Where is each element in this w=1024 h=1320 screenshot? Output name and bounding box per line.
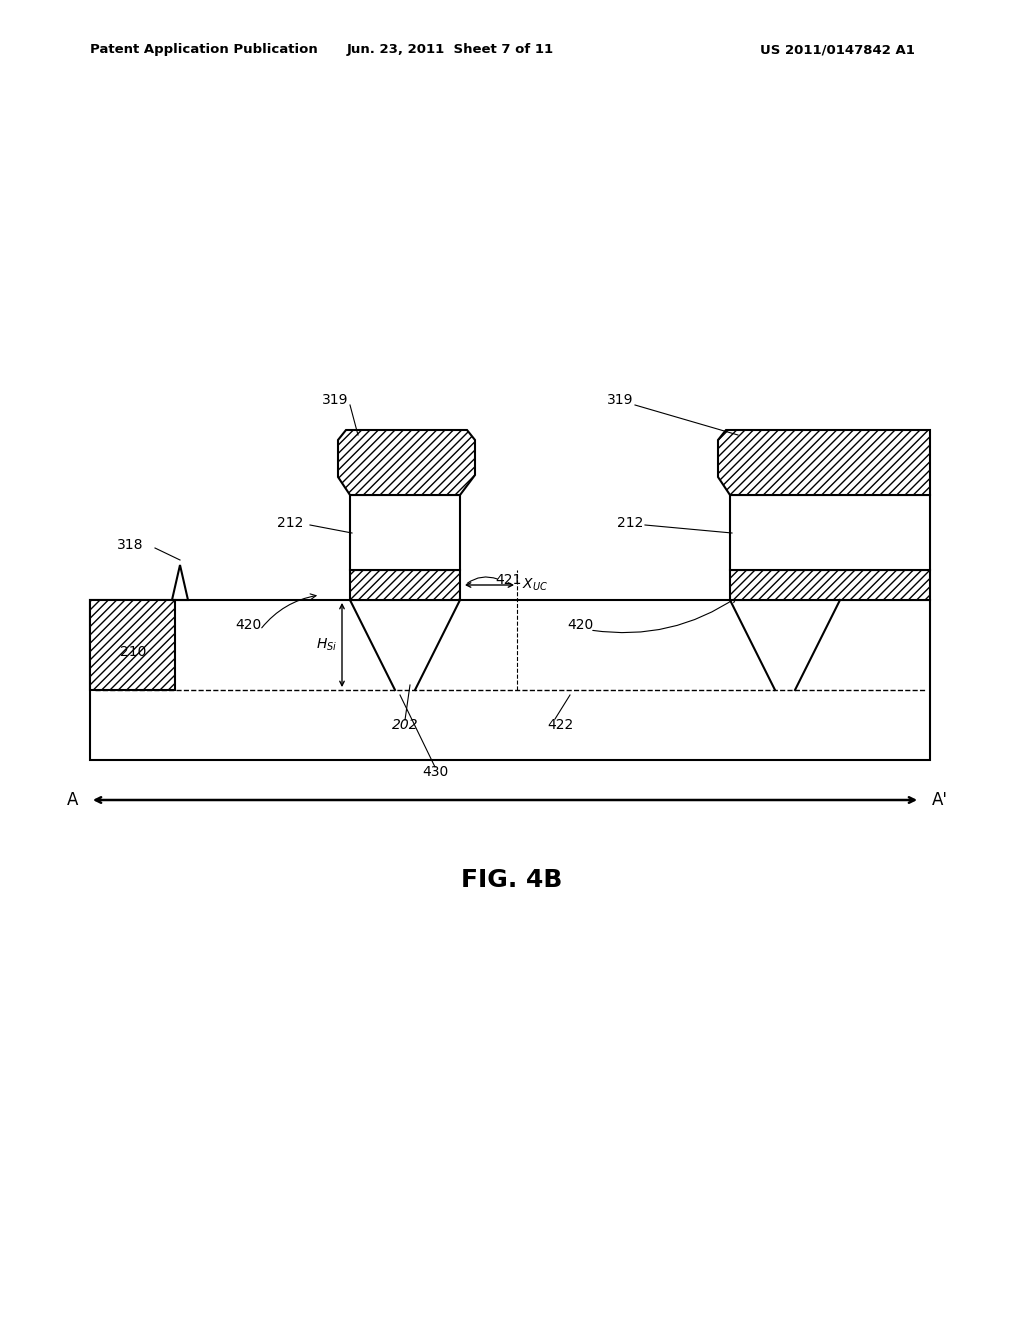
Bar (350, 495, 460, 570)
Text: Jun. 23, 2011  Sheet 7 of 11: Jun. 23, 2011 Sheet 7 of 11 (346, 44, 554, 57)
Text: 202: 202 (392, 718, 419, 733)
Bar (350, 570, 460, 601)
Bar (90, 601, 175, 690)
Text: 421: 421 (495, 573, 521, 587)
Text: $X_{UC}$: $X_{UC}$ (522, 577, 548, 593)
Polygon shape (338, 430, 475, 495)
Bar (730, 495, 930, 570)
Bar (730, 570, 930, 601)
Text: 420: 420 (567, 618, 593, 632)
Text: A': A' (932, 791, 948, 809)
Text: Patent Application Publication: Patent Application Publication (90, 44, 317, 57)
Polygon shape (718, 430, 930, 495)
Text: $H_{Si}$: $H_{Si}$ (315, 636, 337, 653)
Text: A: A (67, 791, 78, 809)
Text: 210: 210 (120, 645, 146, 659)
Text: 212: 212 (616, 516, 643, 531)
Text: 422: 422 (547, 718, 573, 733)
Text: 319: 319 (607, 393, 633, 407)
Bar (90, 601, 930, 760)
Text: 319: 319 (322, 393, 348, 407)
Text: 430: 430 (422, 766, 449, 779)
Text: 318: 318 (117, 539, 143, 552)
Text: FIG. 4B: FIG. 4B (462, 869, 562, 892)
Text: US 2011/0147842 A1: US 2011/0147842 A1 (760, 44, 914, 57)
Text: 420: 420 (234, 618, 261, 632)
Text: 212: 212 (276, 516, 303, 531)
